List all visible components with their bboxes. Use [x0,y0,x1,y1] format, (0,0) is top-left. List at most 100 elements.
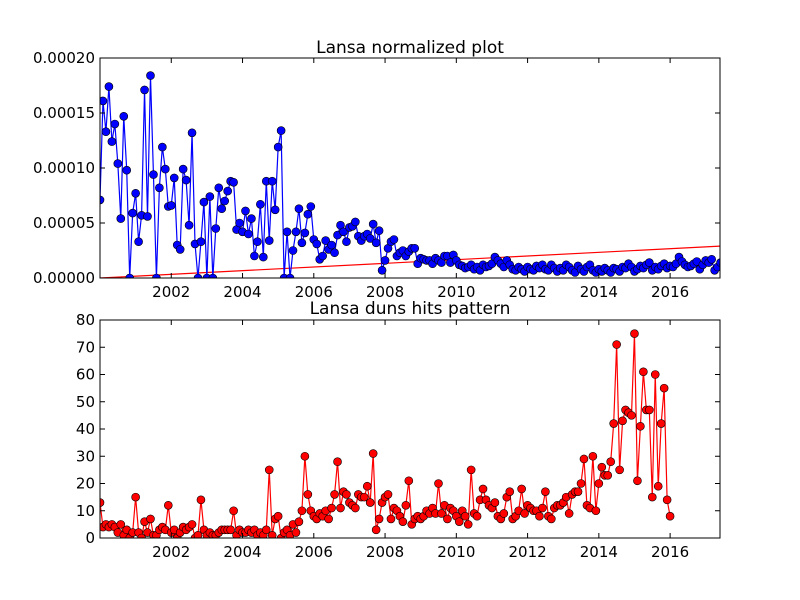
normalized-trendline [100,245,720,278]
normalized-point [187,128,197,138]
duns-hits-point [505,487,515,496]
duns-hits-point [579,454,589,464]
normalized-point [312,239,322,249]
duns-hits-point [665,511,675,521]
duns-hits-point [591,506,601,516]
duns-hits-point [300,451,310,461]
normalized-point [282,227,292,237]
normalized-point [410,244,420,253]
duns-hits-point [342,490,351,499]
normalized-point [100,96,108,106]
normalized-point [306,202,316,211]
duns-hits-point [437,509,446,518]
normalized-point [294,204,304,213]
normalized-point [113,159,123,168]
duns-hits-point [612,340,621,349]
duns-hits-ticks: 2002 2004 2006 2008 2010 2012 2014 2016 0 10 20 30 4… [76,311,720,561]
normalized-point [217,204,227,213]
duns-hits-x-tick-label: 2016 [651,543,689,561]
duns-hits-point [609,419,618,428]
normalized-point [125,273,134,278]
normalized-point [291,227,301,237]
normalized-point [149,170,158,179]
duns-hits-point [434,479,443,488]
normalized-point [716,258,720,267]
normalized-point [377,265,387,275]
normalized-point [749,269,757,277]
duns-hits-point [291,528,301,537]
normalized-point [267,176,277,186]
duns-hits-point [131,492,140,502]
normalized-y-tick-label: 0.00020 [33,49,95,67]
duns-hits-point [264,465,274,475]
normalized-point [152,273,161,278]
duns-hits-point [443,514,452,524]
normalized-point [146,71,155,80]
duns-hits-point [662,495,672,505]
normalized-point [371,238,381,248]
duns-hits-x-tick-label: 2010 [437,543,475,561]
duns-hits-point [333,457,342,467]
normalized-point [380,256,390,265]
duns-hits-y-tick-label: 50 [76,393,95,411]
normalized-point [134,237,143,246]
normalized-point [205,192,215,201]
normalized-point [723,258,731,266]
normalized-point [285,273,295,278]
normalized-point [241,206,250,216]
duns-hits-point [163,500,173,510]
duns-hits-point [137,533,146,538]
duns-hits-point [359,492,369,502]
normalized-y-tick-label: 0.00010 [33,159,95,177]
duns-hits-point [647,492,657,502]
duns-hits-point [196,495,206,505]
duns-hits-point [273,511,283,521]
duns-hits-point [460,511,470,521]
duns-hits-point [261,525,271,535]
normalized-point [746,267,754,275]
normalized-point [181,175,191,185]
duns-hits-point [576,479,586,488]
duns-hits-point [650,370,660,379]
normalized-point [339,227,348,237]
duns-hits-point [597,462,607,472]
normalized-point [110,119,120,129]
normalized-point [116,214,126,223]
duns-hits-point [656,419,666,428]
normalized-point [104,82,114,91]
duns-hits-x-tick-label: 2002 [152,543,190,561]
normalized-point [264,236,274,245]
duns-hits-point [371,525,381,535]
normalized-point [196,237,206,246]
duns-hits-point [659,383,669,393]
duns-hits-point [499,509,509,518]
duns-hits-y-tick-label: 20 [76,475,95,493]
normalized-point [175,245,185,254]
duns-hits-point [294,517,304,526]
duns-hits-point [267,530,277,538]
duns-hits-point [618,416,627,426]
duns-hits-point [187,520,197,529]
normalized-plot-axes: Lansa normalized plot 2002 2004 2006 2008 20… [33,38,757,301]
duns-hits-point [324,514,333,524]
duns-hits-point [630,329,639,338]
duns-hits-point [116,520,126,529]
normalized-x-tick-label: 2012 [508,283,546,301]
normalized-point [719,262,720,268]
normalized-point [256,200,265,209]
duns-hits-point [478,484,488,494]
normalized-x-tick-label: 2004 [223,283,261,301]
duns-hits-title: Lansa duns hits pattern [310,299,511,319]
normalized-plot-area [100,71,757,278]
duns-hits-point [594,479,604,488]
duns-hits-point [226,525,235,535]
duns-hits-point [547,514,556,524]
normalized-point [250,251,259,261]
normalized-point [140,85,149,95]
normalized-point [288,246,298,255]
normalized-point [253,237,262,246]
duns-hits-y-tick-label: 40 [76,420,95,438]
duns-hits-point [603,471,613,480]
normalized-y-tick-label: 0.00000 [33,269,95,287]
